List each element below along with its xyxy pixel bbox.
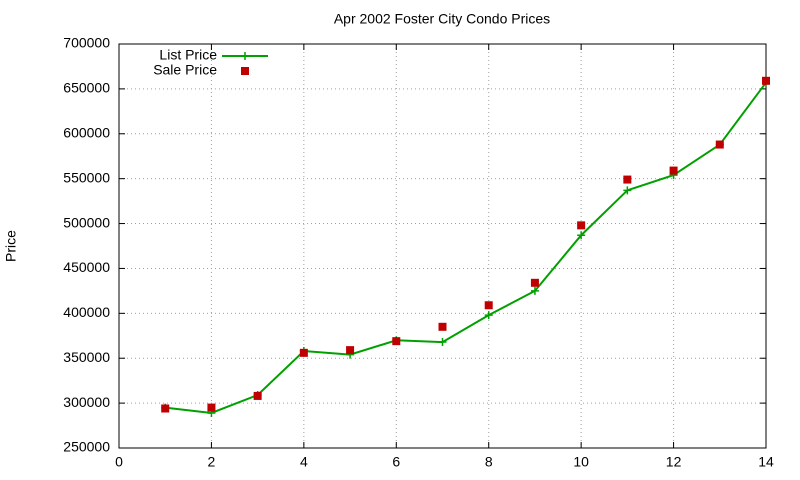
point	[715, 140, 724, 149]
point	[623, 186, 632, 195]
chart-title: Apr 2002 Foster City Condo Prices	[334, 11, 550, 27]
point	[762, 76, 770, 85]
legend-marker	[241, 52, 249, 60]
point	[207, 403, 216, 412]
series-line	[165, 82, 767, 415]
x-tick-label: 14	[758, 454, 774, 470]
y-tick-label: 650000	[63, 80, 110, 96]
point	[346, 346, 355, 355]
y-tick-label: 550000	[63, 169, 110, 185]
legend-label: Sale Price	[153, 62, 217, 78]
point	[530, 286, 539, 295]
point	[577, 231, 586, 240]
y-tick-label: 600000	[63, 124, 110, 140]
y-tick-label: 700000	[63, 35, 110, 51]
x-tick-label: 10	[573, 454, 589, 470]
point	[438, 338, 447, 347]
x-tick-label: 2	[208, 454, 216, 470]
legend-label: List Price	[159, 47, 217, 63]
x-tick-label: 4	[300, 454, 308, 470]
point	[253, 391, 262, 400]
x-tick-label: 8	[485, 454, 493, 470]
point	[669, 166, 678, 175]
point	[623, 175, 632, 184]
x-tick-label: 0	[115, 454, 123, 470]
y-tick-label: 400000	[63, 304, 110, 320]
plot-border	[118, 43, 767, 449]
y-tick-label: 500000	[63, 214, 110, 230]
point	[577, 221, 586, 230]
y-axis-label: Price	[3, 230, 19, 262]
point	[484, 311, 493, 320]
point	[484, 301, 493, 310]
point	[392, 337, 401, 346]
y-tick-label: 300000	[63, 394, 110, 410]
point	[299, 348, 308, 357]
x-tick-label: 12	[666, 454, 682, 470]
y-tick-label: 450000	[63, 259, 110, 275]
point	[530, 278, 539, 287]
legend-marker	[241, 67, 249, 75]
point	[161, 404, 170, 413]
y-tick-label: 350000	[63, 349, 110, 365]
point	[438, 322, 447, 331]
x-tick-label: 6	[392, 454, 400, 470]
y-tick-label: 250000	[63, 439, 110, 455]
